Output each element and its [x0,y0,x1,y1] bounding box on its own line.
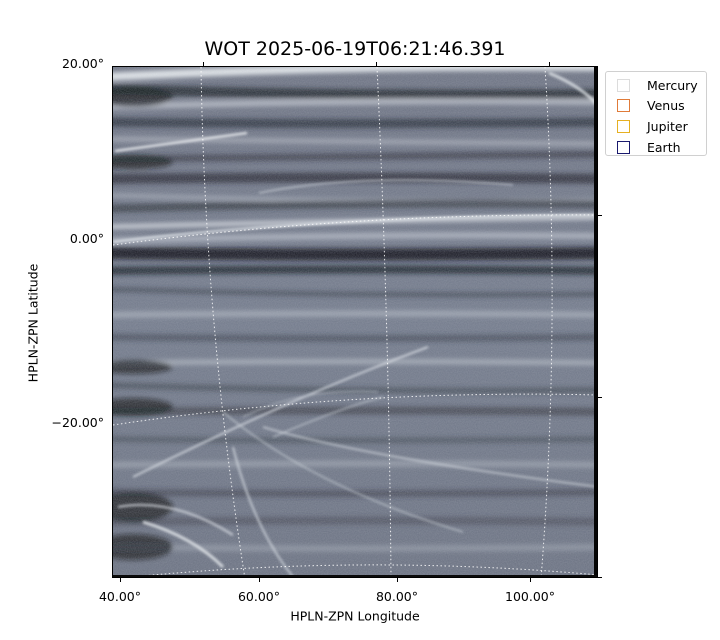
x-tick-mark-40 [120,578,121,582]
y-tick-mark-right-1 [598,215,602,216]
solar-image [113,67,597,577]
x-tick-mark-top-3 [549,62,550,66]
y-tick-mark-right-2 [598,397,602,398]
y-tick-label-0: 0.00° [69,231,104,246]
legend-item-earth: Earth [617,137,706,158]
right-edge-border [594,67,597,577]
coordinate-grid [113,67,597,577]
plot-title: WOT 2025-06-19T06:21:46.391 [204,38,506,60]
grid-line [200,67,246,577]
x-tick-label-80: 80.00° [375,589,419,604]
legend-label-earth: Earth [647,139,681,155]
legend-item-mercury: Mercury [617,75,706,96]
legend-item-venus: Venus [617,96,706,117]
legend-label-mercury: Mercury [647,77,698,93]
legend: Mercury Venus Jupiter Earth [605,71,707,156]
y-tick-label-20: 20.00° [61,56,104,71]
x-tick-label-60: 60.00° [237,589,281,604]
y-axis-title: HPLN-ZPN Latitude [25,263,41,383]
image-noise [113,67,597,577]
x-tick-label-40: 40.00° [98,589,142,604]
x-tick-mark-100 [530,578,531,582]
legend-label-jupiter: Jupiter [647,118,688,134]
legend-item-jupiter: Jupiter [617,116,706,137]
solar-image-panel [112,66,598,578]
x-tick-mark-top-2 [376,62,377,66]
y-tick-label-neg20: −20.00° [51,415,104,430]
x-tick-label-100: 100.00° [505,589,555,604]
x-tick-mark-top-1 [203,62,204,66]
y-tick-mark-right-3 [598,577,602,578]
grid-line [376,67,392,577]
legend-swatch-jupiter [617,119,630,133]
grid-line [540,67,553,577]
legend-swatch-mercury [617,78,630,92]
legend-swatch-earth [617,140,630,154]
legend-label-venus: Venus [647,98,685,114]
x-tick-mark-60 [259,578,260,582]
x-tick-mark-80 [397,578,398,582]
legend-swatch-venus [617,99,630,113]
bottom-edge-border [113,575,597,577]
x-axis-title: HPLN-ZPN Longitude [290,608,420,624]
